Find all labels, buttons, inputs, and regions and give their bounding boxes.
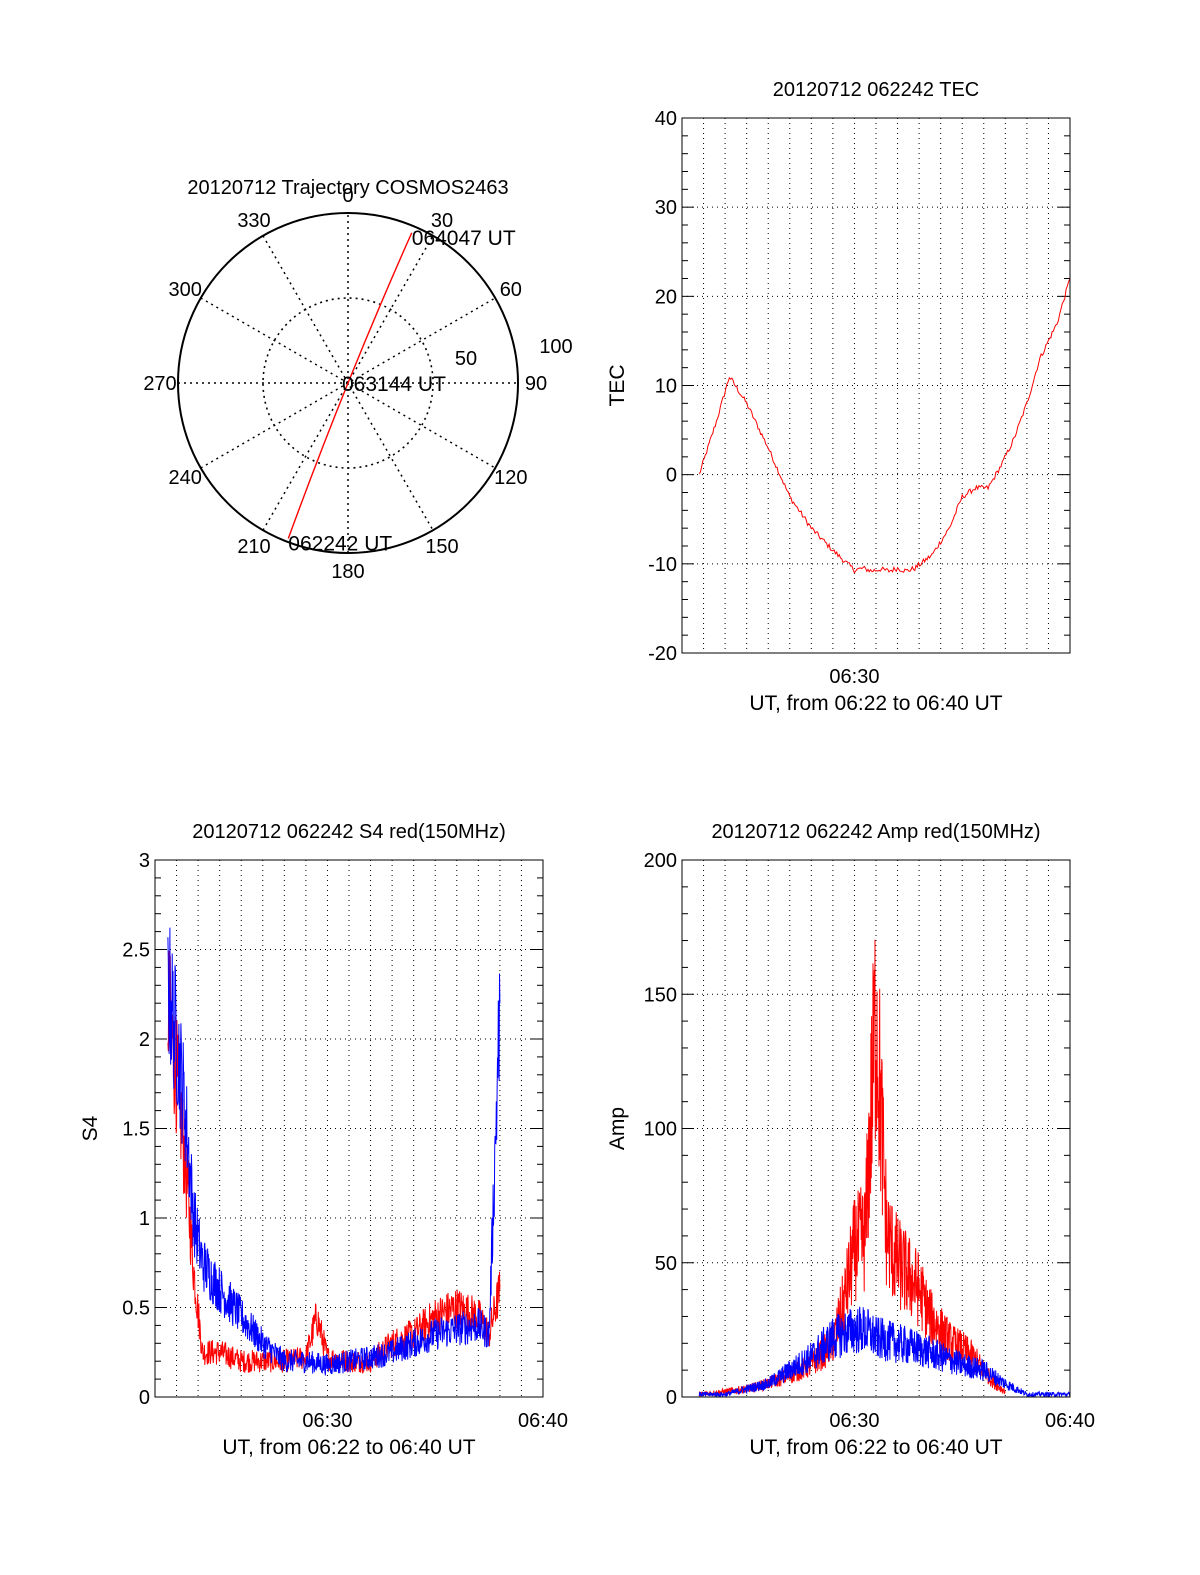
series-line-1 bbox=[698, 1306, 1070, 1397]
plot-title: 20120712 062242 Amp red(150MHz) bbox=[711, 821, 1040, 843]
y-tick-label: -20 bbox=[648, 643, 677, 665]
y-tick-label: 20 bbox=[655, 286, 677, 308]
y-tick-label: 0 bbox=[666, 465, 677, 487]
y-tick-label: 150 bbox=[644, 984, 677, 1006]
polar-angle-label: 210 bbox=[237, 536, 270, 558]
y-axis-label: Amp bbox=[606, 1107, 629, 1150]
plot-title: 20120712 062242 S4 red(150MHz) bbox=[192, 821, 506, 843]
trajectory-mid-label: 063144 UT bbox=[342, 373, 446, 396]
tec-plot: 20120712 062242 TEC -20 -10 0 10 20 30 40 06:30 U… bbox=[606, 79, 1071, 715]
polar-angle-label: 60 bbox=[500, 279, 522, 301]
polar-title: 20120712 Trajectory COSMOS2463 bbox=[187, 177, 508, 199]
x-tick-label: 06:30 bbox=[302, 1410, 352, 1432]
x-axis-label: UT, from 06:22 to 06:40 UT bbox=[222, 1436, 475, 1459]
polar-radius-label: 50 bbox=[455, 348, 477, 370]
polar-angle-label: 0 bbox=[342, 185, 353, 207]
y-axis-label: TEC bbox=[606, 365, 629, 407]
polar-angle-label: 240 bbox=[168, 467, 201, 489]
series-line-1 bbox=[167, 927, 501, 1376]
y-tick-label: 1.5 bbox=[122, 1119, 150, 1141]
polar-angle-label: 300 bbox=[168, 279, 201, 301]
plot-title: 20120712 062242 TEC bbox=[773, 79, 979, 101]
polar-angle-label: 330 bbox=[237, 210, 270, 232]
trajectory-line bbox=[287, 232, 413, 539]
polar-angle-label: 30 bbox=[431, 210, 453, 232]
y-tick-label: 2 bbox=[139, 1029, 150, 1051]
x-axis-label: UT, from 06:22 to 06:40 UT bbox=[749, 1436, 1002, 1459]
y-tick-label: 30 bbox=[655, 197, 677, 219]
plot-frame bbox=[681, 117, 1071, 654]
y-tick-label: 0 bbox=[666, 1387, 677, 1409]
y-tick-label: 10 bbox=[655, 376, 677, 398]
y-tick-label: 0.5 bbox=[122, 1298, 150, 1320]
y-axis-label: S4 bbox=[79, 1115, 102, 1141]
y-tick-label: -10 bbox=[648, 554, 677, 576]
polar-radius-label: 100 bbox=[539, 336, 572, 358]
y-tick-label: 100 bbox=[644, 1119, 677, 1141]
y-tick-label: 1 bbox=[139, 1208, 150, 1230]
polar-trajectory-plot: 20120712 Trajectory COSMOS2463 0 30 60 90 12… bbox=[143, 177, 572, 583]
y-tick-label: 0 bbox=[139, 1387, 150, 1409]
series-line-0 bbox=[698, 278, 1070, 574]
y-tick-label: 50 bbox=[655, 1253, 677, 1275]
polar-angle-label: 120 bbox=[494, 467, 527, 489]
polar-angle-label: 270 bbox=[143, 373, 176, 395]
x-tick-label: 06:40 bbox=[1045, 1410, 1095, 1432]
polar-angle-label: 90 bbox=[525, 373, 547, 395]
y-tick-label: 40 bbox=[655, 108, 677, 130]
plot-frame bbox=[681, 859, 1071, 1398]
y-tick-label: 200 bbox=[644, 850, 677, 872]
y-tick-label: 2.5 bbox=[122, 940, 150, 962]
x-tick-label: 06:40 bbox=[518, 1410, 568, 1432]
y-tick-label: 3 bbox=[139, 850, 150, 872]
plot-frame bbox=[154, 859, 544, 1398]
amp-plot: 20120712 062242 Amp red(150MHz) 0 50 100 150… bbox=[606, 821, 1095, 1459]
s4-plot: 20120712 062242 S4 red(150MHz) 0 0.5 1 1.5 2 2… bbox=[79, 821, 568, 1459]
trajectory-end-label: 064047 UT bbox=[412, 227, 516, 250]
x-axis-label: UT, from 06:22 to 06:40 UT bbox=[749, 692, 1002, 715]
polar-angle-label: 150 bbox=[425, 536, 458, 558]
x-tick-label: 06:30 bbox=[829, 666, 879, 688]
trajectory-start-label: 062242 UT bbox=[288, 533, 392, 556]
x-tick-label: 06:30 bbox=[829, 1410, 879, 1432]
polar-angle-label: 180 bbox=[331, 561, 364, 583]
